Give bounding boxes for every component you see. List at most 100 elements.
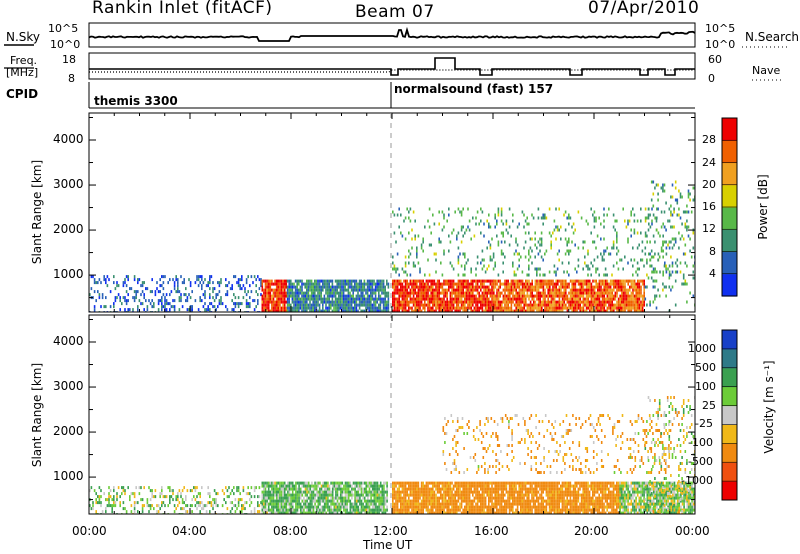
heatmap-cell: [647, 213, 650, 217]
heatmap-cell: [673, 210, 675, 214]
heatmap-cell: [351, 508, 353, 512]
heatmap-cell: [446, 309, 448, 312]
heatmap-cell: [531, 288, 533, 292]
heatmap-cell: [386, 306, 388, 310]
heatmap-cell: [347, 285, 350, 289]
heatmap-cell: [334, 291, 337, 295]
heatmap-cell: [286, 279, 289, 283]
heatmap-cell: [689, 237, 691, 241]
heatmap-cell: [302, 306, 305, 310]
heatmap-cell: [637, 297, 639, 301]
heatmap-cell: [277, 493, 280, 497]
heatmap-cell: [374, 303, 377, 307]
heatmap-cell: [448, 490, 450, 494]
heatmap-cell: [569, 279, 572, 283]
heatmap-cell: [491, 282, 493, 286]
heatmap-cell: [376, 282, 378, 286]
heatmap-cell: [655, 279, 658, 283]
heatmap-cell: [603, 303, 605, 307]
heatmap-cell: [566, 300, 569, 304]
heatmap-cell: [464, 252, 466, 256]
heatmap-cell: [403, 487, 405, 491]
heatmap-cell: [438, 291, 440, 295]
heatmap-cell: [484, 297, 487, 301]
heatmap-cell: [97, 501, 99, 505]
heatmap-cell: [312, 288, 314, 292]
heatmap-cell: [571, 297, 573, 301]
heatmap-cell: [416, 508, 418, 512]
heatmap-cell: [451, 291, 453, 295]
heatmap-cell: [351, 502, 353, 506]
heatmap-cell: [630, 306, 633, 310]
heatmap-cell: [283, 508, 286, 512]
heatmap-cell: [660, 249, 663, 253]
heatmap-cell: [633, 303, 636, 307]
heatmap-cell: [311, 505, 313, 509]
heatmap-cell: [315, 490, 318, 494]
heatmap-cell: [298, 502, 300, 506]
heatmap-cell: [507, 303, 509, 307]
heatmap-cell: [263, 297, 265, 301]
heatmap-cell: [649, 213, 651, 217]
heatmap-cell: [667, 219, 669, 223]
heatmap-cell: [306, 300, 308, 304]
heatmap-cell: [373, 493, 376, 497]
heatmap-cell: [383, 502, 385, 506]
heatmap-cell: [355, 481, 358, 485]
heatmap-cell: [395, 279, 397, 283]
heatmap-cell: [587, 303, 589, 307]
heatmap-cell: [145, 287, 147, 291]
heatmap-cell: [233, 275, 235, 279]
heatmap-cell: [488, 288, 490, 292]
heatmap-cell: [303, 508, 305, 512]
heatmap-cell: [571, 240, 573, 244]
heatmap-cell: [363, 505, 366, 509]
heatmap-cell: [630, 303, 633, 307]
heatmap-cell: [204, 308, 206, 312]
heatmap-cell: [568, 285, 570, 289]
heatmap-cell: [384, 285, 386, 289]
heatmap-cell: [279, 309, 281, 312]
heatmap-cell: [266, 511, 268, 514]
heatmap-cell: [480, 303, 482, 307]
heatmap-cell: [572, 231, 575, 235]
heatmap-cell: [226, 489, 229, 493]
heatmap-cell: [568, 216, 570, 220]
heatmap-cell: [121, 302, 123, 306]
heatmap-cell: [314, 285, 316, 289]
heatmap-cell: [419, 291, 421, 295]
heatmap-cell: [420, 285, 423, 289]
heatmap-cell: [408, 508, 410, 512]
heatmap-cell: [201, 299, 203, 303]
heatmap-cell: [376, 496, 379, 500]
heatmap-cell: [291, 481, 294, 485]
heatmap-cell: [395, 505, 397, 509]
heatmap-cell: [542, 213, 544, 217]
heatmap-cell: [217, 293, 219, 297]
heatmap-cell: [528, 273, 530, 277]
heatmap-cell: [282, 297, 284, 301]
heatmap-cell: [473, 309, 476, 312]
heatmap-cell: [302, 303, 305, 307]
heatmap-cell: [475, 285, 477, 289]
heatmap-cell: [670, 240, 672, 244]
heatmap-cell: [481, 303, 484, 307]
heatmap-cell: [294, 300, 297, 304]
heatmap-cell: [371, 303, 374, 307]
heatmap-cell: [398, 297, 400, 301]
heatmap-cell: [392, 309, 394, 312]
heatmap-cell: [263, 303, 265, 307]
heatmap-cell: [613, 279, 615, 283]
heatmap-cell: [600, 285, 602, 289]
heatmap-cell: [518, 288, 521, 292]
heatmap-cell: [620, 258, 623, 262]
heatmap-cell: [427, 258, 429, 262]
heatmap-cell: [531, 294, 533, 298]
heatmap-cell: [569, 300, 572, 304]
heatmap-cell: [277, 511, 280, 514]
heatmap-cell: [202, 507, 205, 511]
heatmap-cell: [518, 294, 521, 298]
heatmap-cell: [444, 511, 447, 514]
heatmap-cell: [378, 306, 380, 310]
heatmap-cell: [307, 282, 310, 286]
